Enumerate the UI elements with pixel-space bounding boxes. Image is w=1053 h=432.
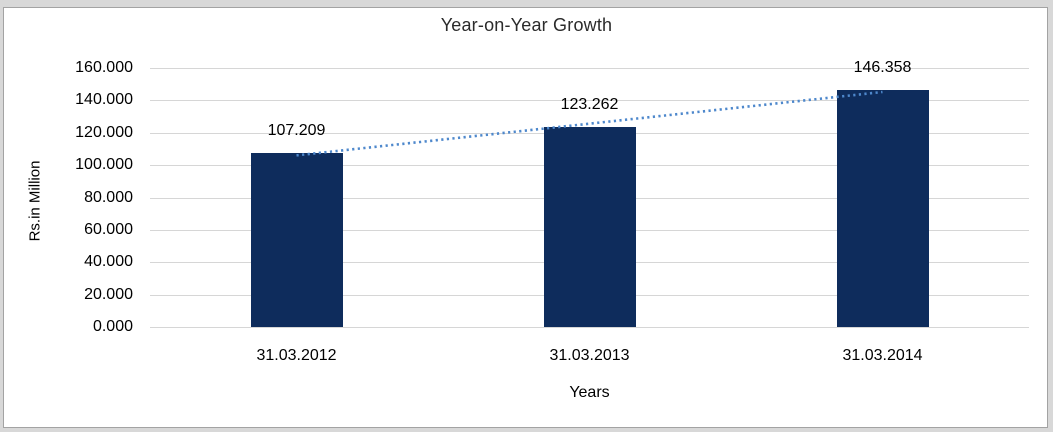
y-tick-label: 80.000 — [84, 188, 133, 206]
y-tick-label: 40.000 — [84, 253, 133, 271]
bar — [250, 153, 343, 327]
bar-value-label: 107.209 — [267, 122, 326, 140]
y-tick-label: 20.000 — [84, 285, 133, 303]
y-tick-label: 60.000 — [84, 220, 133, 238]
bar-value-label: 123.262 — [560, 96, 619, 114]
y-tick-label: 100.000 — [75, 156, 133, 174]
bar-value-label: 146.358 — [853, 59, 912, 77]
y-tick-label: 0.000 — [92, 318, 133, 335]
x-tick-label: 31.03.2013 — [549, 347, 630, 364]
gridline — [150, 68, 1029, 69]
x-tick-label: 31.03.2012 — [256, 347, 337, 364]
y-tick-label: 160.000 — [75, 59, 133, 76]
chart-title: Year-on-Year Growth — [440, 15, 613, 35]
y-tick-label: 140.000 — [75, 91, 133, 109]
bar — [543, 127, 636, 327]
y-tick-label: 120.000 — [75, 123, 133, 141]
x-tick-label: 31.03.2014 — [842, 347, 923, 364]
bar — [836, 90, 929, 327]
x-axis-title: Years — [569, 384, 610, 401]
gridline — [150, 327, 1029, 328]
